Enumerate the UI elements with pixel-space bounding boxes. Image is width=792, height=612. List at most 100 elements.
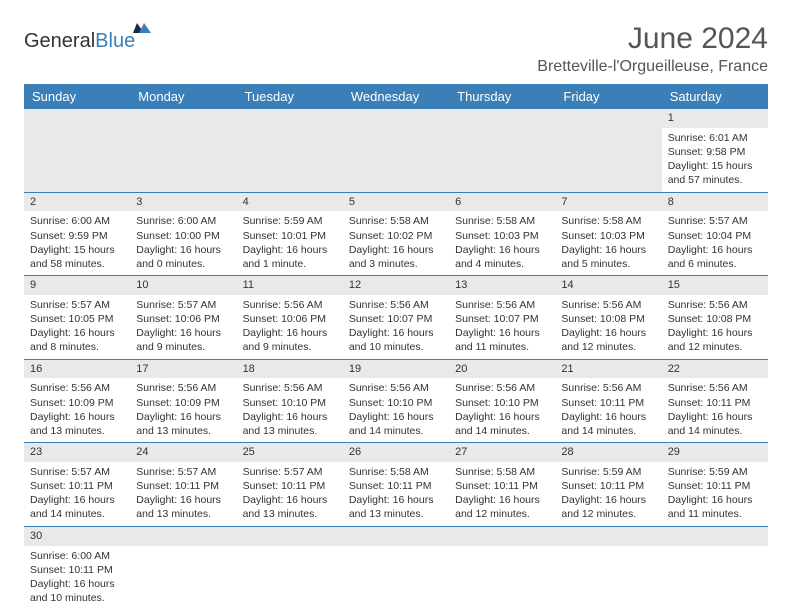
day-line: Sunset: 10:11 PM (668, 396, 762, 410)
location-label: Bretteville-l'Orgueilleuse, France (537, 58, 768, 76)
day-cell (343, 128, 449, 192)
day-line: Daylight: 16 hours (30, 326, 124, 340)
day-cell (555, 546, 661, 610)
day-line: Sunrise: 5:58 AM (349, 214, 443, 228)
day-number: 5 (343, 192, 449, 211)
day-line: and 14 minutes. (30, 507, 124, 521)
day-line: and 57 minutes. (668, 173, 762, 187)
day-line: Sunset: 10:10 PM (243, 396, 337, 410)
day-line: Sunset: 10:06 PM (243, 312, 337, 326)
day-line: Daylight: 16 hours (561, 243, 655, 257)
day-line: Sunrise: 5:56 AM (349, 381, 443, 395)
brand-logo: GeneralBlue (24, 22, 101, 53)
day-cell: Sunrise: 5:56 AMSunset: 10:07 PMDaylight… (449, 295, 555, 359)
day-line: Sunrise: 5:59 AM (243, 214, 337, 228)
day-cell (343, 546, 449, 610)
day-number: 25 (237, 443, 343, 462)
day-line: and 1 minute. (243, 257, 337, 271)
day-cell: Sunrise: 5:56 AMSunset: 10:09 PMDaylight… (24, 378, 130, 442)
day-line: Sunrise: 5:56 AM (668, 298, 762, 312)
day-number: 13 (449, 276, 555, 295)
day-line: Sunrise: 5:57 AM (136, 465, 230, 479)
day-line: and 13 minutes. (243, 424, 337, 438)
day-number: 6 (449, 192, 555, 211)
day-line: Sunset: 10:08 PM (668, 312, 762, 326)
day-line: Daylight: 16 hours (561, 410, 655, 424)
day-number: 19 (343, 359, 449, 378)
day-number (237, 109, 343, 128)
day-line: Sunset: 10:04 PM (668, 229, 762, 243)
day-line: Sunrise: 5:57 AM (243, 465, 337, 479)
day-line: Sunrise: 5:56 AM (349, 298, 443, 312)
day-number (343, 526, 449, 545)
day-cell (237, 128, 343, 192)
day-number: 30 (24, 526, 130, 545)
calendar-head: SundayMondayTuesdayWednesdayThursdayFrid… (24, 84, 768, 109)
day-line: Sunrise: 5:59 AM (668, 465, 762, 479)
day-header: Sunday (24, 84, 130, 109)
day-line: Sunrise: 5:57 AM (668, 214, 762, 228)
day-line: Daylight: 16 hours (243, 326, 337, 340)
day-line: Daylight: 16 hours (668, 493, 762, 507)
brand-flag-icon (133, 19, 153, 37)
page-header: GeneralBlue June 2024 Bretteville-l'Orgu… (24, 22, 768, 76)
day-line: and 13 minutes. (30, 424, 124, 438)
day-line: and 0 minutes. (136, 257, 230, 271)
day-number: 24 (130, 443, 236, 462)
day-cell: Sunrise: 6:01 AMSunset: 9:58 PMDaylight:… (662, 128, 768, 192)
day-cell: Sunrise: 6:00 AMSunset: 10:00 PMDaylight… (130, 211, 236, 275)
day-line: Sunset: 10:11 PM (561, 479, 655, 493)
calendar-table: SundayMondayTuesdayWednesdayThursdayFrid… (24, 84, 768, 609)
day-line: Sunset: 10:02 PM (349, 229, 443, 243)
day-line: Daylight: 16 hours (136, 326, 230, 340)
day-line: Sunrise: 5:56 AM (30, 381, 124, 395)
day-line: Daylight: 16 hours (349, 326, 443, 340)
day-number: 15 (662, 276, 768, 295)
day-line: Daylight: 16 hours (668, 410, 762, 424)
day-number: 18 (237, 359, 343, 378)
day-header: Tuesday (237, 84, 343, 109)
day-line: Sunset: 10:00 PM (136, 229, 230, 243)
day-number (449, 109, 555, 128)
day-number: 20 (449, 359, 555, 378)
day-line: Daylight: 16 hours (30, 577, 124, 591)
day-line: Daylight: 16 hours (455, 410, 549, 424)
day-line: Daylight: 16 hours (243, 243, 337, 257)
day-cell: Sunrise: 5:59 AMSunset: 10:01 PMDaylight… (237, 211, 343, 275)
day-line: and 12 minutes. (455, 507, 549, 521)
day-cell: Sunrise: 5:58 AMSunset: 10:11 PMDaylight… (343, 462, 449, 526)
day-cell: Sunrise: 5:56 AMSunset: 10:10 PMDaylight… (343, 378, 449, 442)
day-line: and 3 minutes. (349, 257, 443, 271)
day-line: and 14 minutes. (561, 424, 655, 438)
day-cell: Sunrise: 6:00 AMSunset: 10:11 PMDaylight… (24, 546, 130, 610)
day-cell: Sunrise: 5:56 AMSunset: 10:11 PMDaylight… (555, 378, 661, 442)
day-cell: Sunrise: 5:57 AMSunset: 10:06 PMDaylight… (130, 295, 236, 359)
day-line: Sunrise: 5:58 AM (561, 214, 655, 228)
day-cell: Sunrise: 5:57 AMSunset: 10:11 PMDaylight… (24, 462, 130, 526)
day-number: 10 (130, 276, 236, 295)
day-line: Sunset: 10:01 PM (243, 229, 337, 243)
day-line: Sunset: 10:06 PM (136, 312, 230, 326)
day-line: and 10 minutes. (30, 591, 124, 605)
day-cell: Sunrise: 5:59 AMSunset: 10:11 PMDaylight… (662, 462, 768, 526)
brand-word-1: General (24, 30, 95, 53)
day-line: Sunrise: 6:00 AM (30, 214, 124, 228)
calendar-page: GeneralBlue June 2024 Bretteville-l'Orgu… (0, 0, 792, 609)
day-cell: Sunrise: 5:56 AMSunset: 10:08 PMDaylight… (555, 295, 661, 359)
day-cell: Sunrise: 6:00 AMSunset: 9:59 PMDaylight:… (24, 211, 130, 275)
day-line: Sunset: 10:03 PM (455, 229, 549, 243)
day-line: Daylight: 16 hours (455, 326, 549, 340)
day-line: Sunset: 10:10 PM (349, 396, 443, 410)
day-cell: Sunrise: 5:58 AMSunset: 10:11 PMDaylight… (449, 462, 555, 526)
day-line: and 9 minutes. (243, 340, 337, 354)
day-number: 3 (130, 192, 236, 211)
day-line: Daylight: 16 hours (30, 410, 124, 424)
day-cell: Sunrise: 5:57 AMSunset: 10:04 PMDaylight… (662, 211, 768, 275)
day-line: and 13 minutes. (136, 507, 230, 521)
day-number: 11 (237, 276, 343, 295)
day-number: 4 (237, 192, 343, 211)
day-line: Sunrise: 5:58 AM (455, 465, 549, 479)
day-number: 23 (24, 443, 130, 462)
day-number: 2 (24, 192, 130, 211)
day-line: Daylight: 16 hours (30, 493, 124, 507)
